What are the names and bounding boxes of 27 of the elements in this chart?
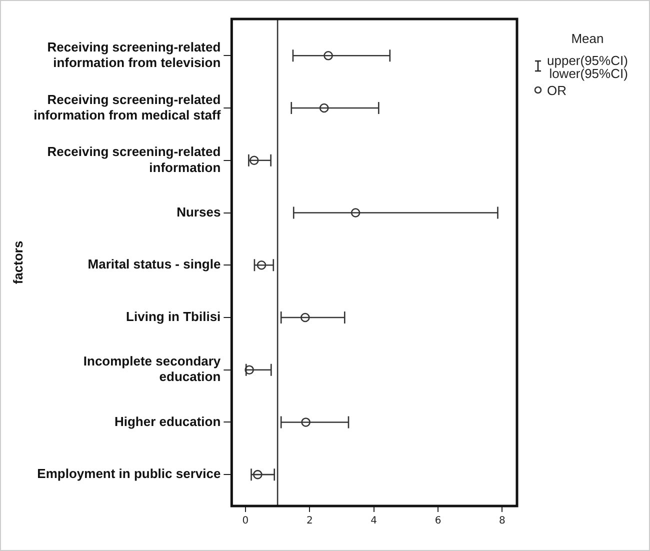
x-tick-label: 8 — [499, 516, 506, 527]
point — [324, 51, 333, 60]
point — [249, 156, 259, 166]
x-tick-label: 2 — [306, 516, 313, 527]
point — [301, 418, 310, 427]
y-tick-label: Incomplete secondary education — [83, 354, 222, 384]
point — [350, 208, 360, 218]
x-tick-label: 0 — [242, 516, 249, 527]
x-tick-label: 4 — [370, 516, 378, 527]
y-tick-label: Nurses — [176, 204, 221, 220]
point — [300, 312, 310, 322]
y-tick-label: Employment in public service — [37, 466, 221, 482]
y-tick-label: Higher education — [114, 414, 221, 429]
y-tick-label: Living in Tbilisi — [126, 309, 221, 324]
y-tick-label: Receiving screening-related information — [47, 144, 221, 175]
x-tick-label: 6 — [434, 516, 442, 527]
legend-label: OR — [547, 83, 566, 98]
point — [244, 365, 254, 374]
legend-title: Mean — [570, 31, 605, 46]
y-tick-label: Receiving screening-related information from television — [47, 39, 221, 70]
y-tick-label: Receiving screening-related information from medical staff — [34, 92, 222, 122]
point — [319, 103, 329, 113]
y-axis-title: factors — [10, 240, 26, 284]
point — [256, 260, 266, 270]
point — [253, 470, 262, 480]
y-tick-label: Marital status - single — [88, 256, 221, 272]
text: upper(95%CI) — [547, 53, 628, 68]
